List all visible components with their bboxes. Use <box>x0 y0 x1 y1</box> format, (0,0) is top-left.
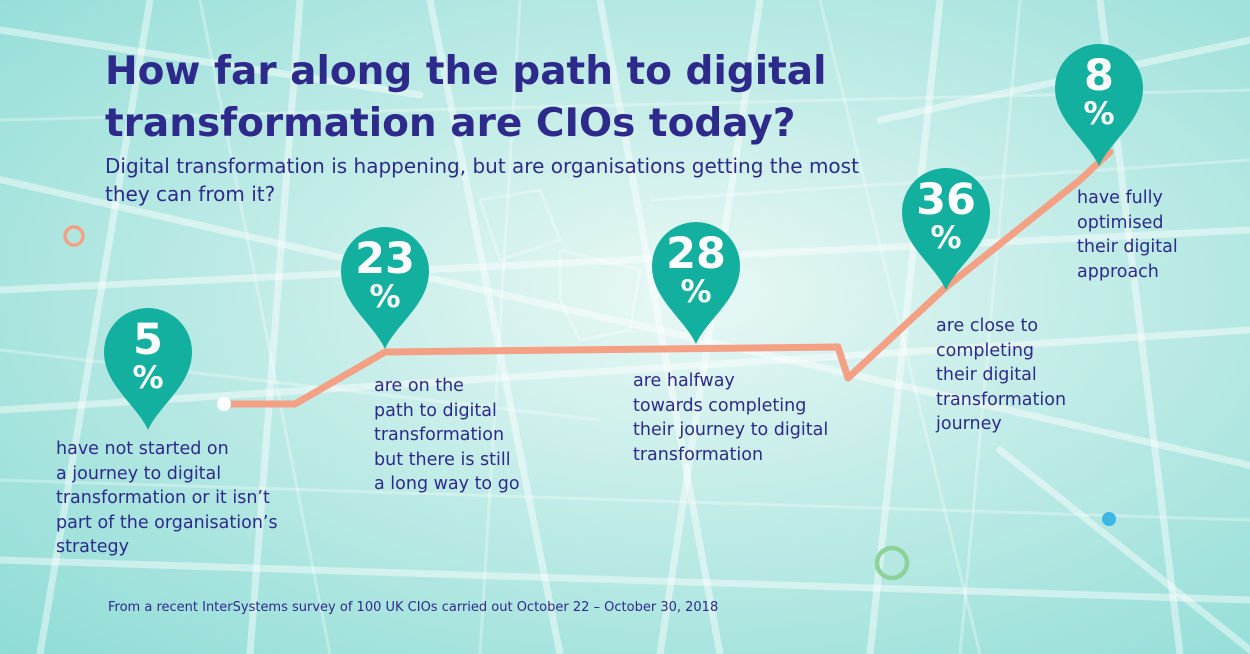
map-pin-icon <box>1055 44 1143 166</box>
stage-4-value: 36 <box>916 175 976 225</box>
map-pin-icon <box>902 168 990 290</box>
stage-4-unit: % <box>930 220 962 256</box>
stage-5-percentage: 8 % <box>1055 54 1143 130</box>
stage-2-description: are on the path to digital transformatio… <box>374 376 520 494</box>
stage-5-description: have fully optimised their digital appro… <box>1077 188 1178 282</box>
stage-4-percentage: 36 % <box>902 178 990 254</box>
stage-1-unit: % <box>132 360 164 396</box>
stage-4-description: are close to completing their digital tr… <box>936 316 1067 434</box>
stage-5-unit: % <box>1083 96 1115 132</box>
stage-5-value: 8 <box>1084 51 1114 101</box>
path-start-dot <box>217 397 231 411</box>
stage-3-percentage: 28 % <box>652 232 740 308</box>
stage-1-value: 5 <box>133 315 163 365</box>
map-pin-icon <box>341 227 429 349</box>
stage-3-value: 28 <box>666 229 726 279</box>
stage-1-percentage: 5 % <box>104 318 192 394</box>
stage-2-unit: % <box>369 279 401 315</box>
page-title: How far along the path to digital transf… <box>105 49 827 146</box>
map-pin-icon <box>104 308 192 430</box>
page-subtitle: Digital transformation is happening, but… <box>105 154 859 206</box>
decorative-green-ring <box>874 545 910 581</box>
stage-2-percentage: 23 % <box>341 237 429 313</box>
stage-1-description: have not started on a journey to digital… <box>56 439 278 557</box>
stage-3-description: are halfway towards completing their jou… <box>633 371 829 465</box>
decorative-blue-dot <box>1102 512 1116 526</box>
journey-path <box>220 148 1114 408</box>
source-footnote: From a recent InterSystems survey of 100… <box>108 600 719 615</box>
stage-2-value: 23 <box>355 234 415 284</box>
decorative-orange-ring <box>63 225 85 247</box>
stage-3-unit: % <box>680 274 712 310</box>
map-pin-icon <box>652 222 740 344</box>
